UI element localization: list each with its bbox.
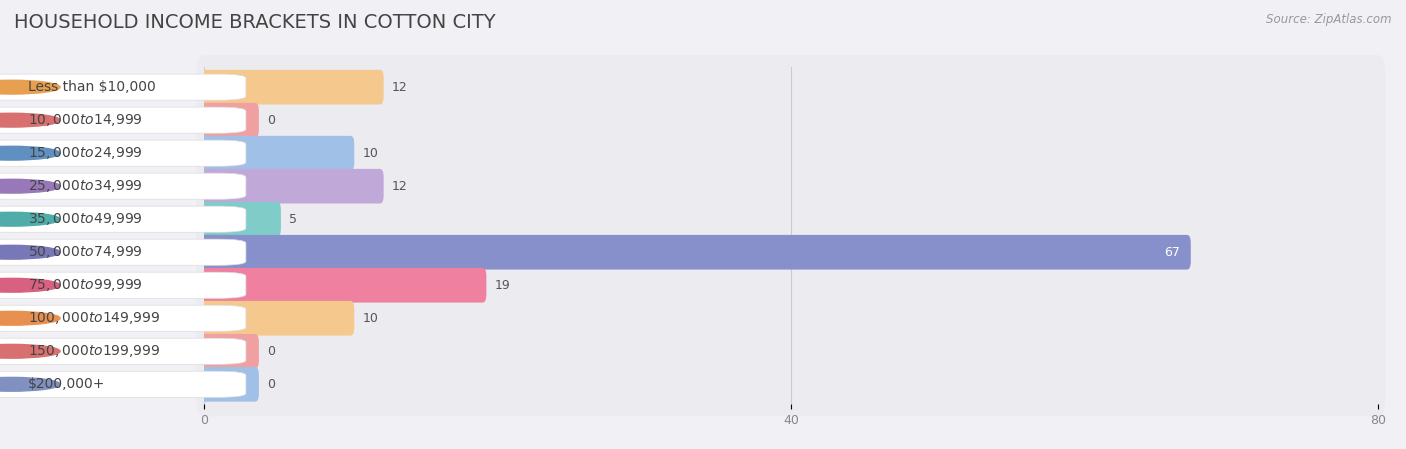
FancyBboxPatch shape (0, 305, 246, 331)
FancyBboxPatch shape (0, 140, 246, 166)
Text: 19: 19 (495, 279, 510, 292)
FancyBboxPatch shape (197, 121, 1385, 185)
Text: 0: 0 (267, 114, 276, 127)
FancyBboxPatch shape (200, 268, 486, 303)
Text: 5: 5 (290, 213, 297, 226)
Circle shape (0, 278, 60, 292)
FancyBboxPatch shape (200, 70, 384, 105)
Circle shape (0, 80, 60, 94)
FancyBboxPatch shape (197, 88, 1385, 152)
FancyBboxPatch shape (0, 272, 246, 298)
Circle shape (0, 212, 60, 226)
Text: $50,000 to $74,999: $50,000 to $74,999 (28, 244, 142, 260)
FancyBboxPatch shape (0, 371, 246, 397)
Circle shape (0, 146, 60, 160)
Text: 10: 10 (363, 147, 378, 160)
Text: HOUSEHOLD INCOME BRACKETS IN COTTON CITY: HOUSEHOLD INCOME BRACKETS IN COTTON CITY (14, 13, 496, 32)
Circle shape (0, 113, 60, 127)
Circle shape (0, 311, 60, 325)
Text: $75,000 to $99,999: $75,000 to $99,999 (28, 277, 142, 293)
Text: 10: 10 (363, 312, 378, 325)
FancyBboxPatch shape (200, 202, 281, 237)
Text: $200,000+: $200,000+ (28, 377, 105, 391)
FancyBboxPatch shape (0, 107, 246, 133)
FancyBboxPatch shape (200, 235, 1191, 269)
FancyBboxPatch shape (197, 286, 1385, 350)
FancyBboxPatch shape (197, 319, 1385, 383)
Text: 67: 67 (1164, 246, 1180, 259)
Circle shape (0, 245, 60, 259)
FancyBboxPatch shape (200, 367, 259, 401)
Text: Source: ZipAtlas.com: Source: ZipAtlas.com (1267, 13, 1392, 26)
Text: $150,000 to $199,999: $150,000 to $199,999 (28, 343, 160, 359)
Text: $25,000 to $34,999: $25,000 to $34,999 (28, 178, 142, 194)
Circle shape (0, 179, 60, 193)
FancyBboxPatch shape (200, 301, 354, 335)
FancyBboxPatch shape (0, 74, 246, 100)
FancyBboxPatch shape (200, 334, 259, 369)
Text: $35,000 to $49,999: $35,000 to $49,999 (28, 211, 142, 227)
Text: 12: 12 (392, 81, 408, 94)
Text: $15,000 to $24,999: $15,000 to $24,999 (28, 145, 142, 161)
FancyBboxPatch shape (0, 239, 246, 265)
Text: $100,000 to $149,999: $100,000 to $149,999 (28, 310, 160, 326)
FancyBboxPatch shape (0, 206, 246, 232)
Text: 0: 0 (267, 378, 276, 391)
FancyBboxPatch shape (197, 220, 1385, 284)
FancyBboxPatch shape (200, 169, 384, 203)
Text: $10,000 to $14,999: $10,000 to $14,999 (28, 112, 142, 128)
FancyBboxPatch shape (200, 103, 259, 137)
FancyBboxPatch shape (197, 154, 1385, 218)
FancyBboxPatch shape (200, 136, 354, 171)
FancyBboxPatch shape (197, 187, 1385, 251)
Text: 12: 12 (392, 180, 408, 193)
Circle shape (0, 344, 60, 358)
Text: Less than $10,000: Less than $10,000 (28, 80, 156, 94)
Text: 0: 0 (267, 345, 276, 358)
FancyBboxPatch shape (0, 173, 246, 199)
Circle shape (0, 378, 60, 391)
FancyBboxPatch shape (197, 352, 1385, 416)
FancyBboxPatch shape (197, 253, 1385, 317)
FancyBboxPatch shape (0, 338, 246, 364)
FancyBboxPatch shape (197, 55, 1385, 119)
